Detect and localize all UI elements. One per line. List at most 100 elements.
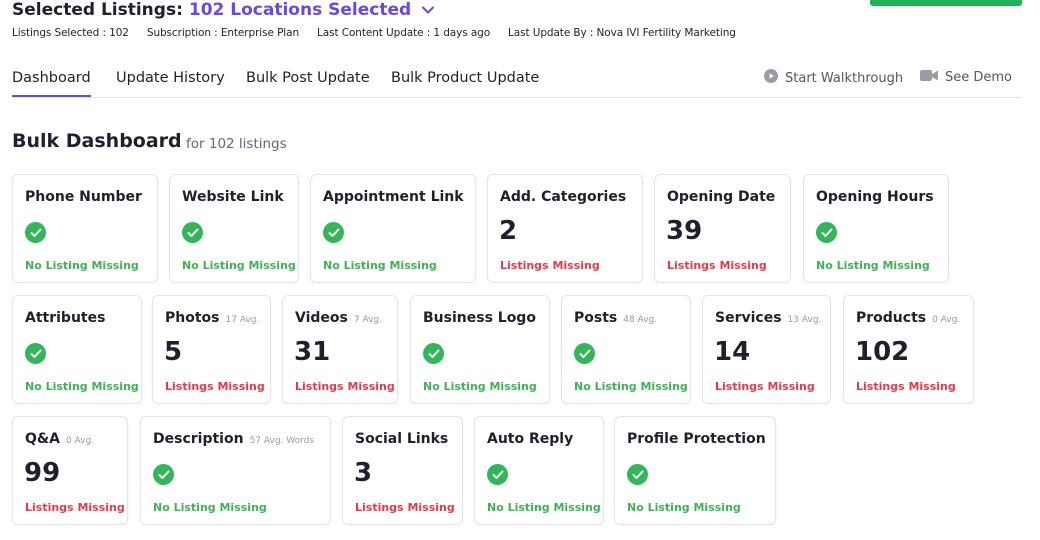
- card-title-text: Phone Number: [25, 189, 142, 205]
- card-missing-count: 2: [499, 216, 518, 246]
- card-services[interactable]: Services 13 Avg. 14 Listings Missing: [702, 295, 831, 404]
- card-title-text: Business Logo: [423, 310, 536, 326]
- card-products[interactable]: Products 0 Avg. 102 Listings Missing: [843, 295, 974, 404]
- card-missing-count: 5: [164, 337, 183, 367]
- card-title: Attributes: [25, 310, 105, 326]
- card-status: No Listing Missing: [153, 501, 267, 514]
- tab-update-history[interactable]: Update History: [116, 70, 225, 86]
- card-status: No Listing Missing: [423, 380, 537, 393]
- card-status: Listings Missing: [715, 380, 815, 393]
- card-title-text: Products: [856, 310, 927, 326]
- meta-subscription: Subscription : Enterprise Plan: [146, 27, 300, 39]
- card-title-text: Add. Categories: [500, 189, 627, 205]
- tab-bulk-product-update[interactable]: Bulk Product Update: [391, 70, 540, 86]
- card-title-text: Opening Date: [667, 189, 776, 205]
- card-title: Photos 17 Avg.: [165, 310, 259, 326]
- check-circle-icon: [25, 222, 46, 243]
- card-title-text: Social Links: [355, 431, 449, 447]
- card-average: 48 Avg.: [623, 315, 658, 325]
- card-title-text: Website Link: [182, 189, 284, 205]
- card-title-text: Description: [153, 431, 244, 447]
- top-action-button[interactable]: [870, 0, 1022, 6]
- play-icon: [764, 69, 778, 87]
- card-title: Services 13 Avg.: [715, 310, 821, 326]
- listing-meta: Listings Selected : 102 Subscription : E…: [12, 27, 736, 39]
- card-q-a[interactable]: Q&A 0 Avg. 99 Listings Missing: [12, 416, 128, 525]
- card-title-text: Appointment Link: [323, 189, 464, 205]
- card-missing-count: 99: [24, 458, 61, 488]
- card-title: Description 57 Avg. Words: [153, 431, 314, 447]
- card-average: 57 Avg. Words: [249, 436, 315, 446]
- check-circle-icon: [574, 343, 595, 364]
- card-photos[interactable]: Photos 17 Avg. 5 Listings Missing: [152, 295, 271, 404]
- card-status: No Listing Missing: [323, 259, 437, 272]
- start-walkthrough-button[interactable]: Start Walkthrough: [764, 69, 903, 87]
- card-opening-hours[interactable]: Opening Hours No Listing Missing: [803, 174, 949, 283]
- card-title: Opening Date: [667, 189, 775, 205]
- card-title-text: Posts: [574, 310, 618, 326]
- card-posts[interactable]: Posts 48 Avg. No Listing Missing: [561, 295, 691, 404]
- card-status: No Listing Missing: [816, 259, 930, 272]
- card-status: Listings Missing: [25, 501, 125, 514]
- card-description[interactable]: Description 57 Avg. Words No Listing Missi…: [140, 416, 331, 525]
- check-circle-icon: [323, 222, 344, 243]
- card-missing-count: 3: [354, 458, 373, 488]
- card-status: Listings Missing: [295, 380, 395, 393]
- card-social-links[interactable]: Social Links 3 Listings Missing: [342, 416, 463, 525]
- card-title-text: Opening Hours: [816, 189, 934, 205]
- card-status: Listings Missing: [500, 259, 600, 272]
- check-circle-icon: [25, 343, 46, 364]
- card-business-logo[interactable]: Business Logo No Listing Missing: [410, 295, 550, 404]
- card-add-categories[interactable]: Add. Categories 2 Listings Missing: [487, 174, 643, 283]
- card-title: Business Logo: [423, 310, 536, 326]
- card-auto-reply[interactable]: Auto Reply No Listing Missing: [474, 416, 604, 525]
- card-title: Phone Number: [25, 189, 142, 205]
- walkthrough-label: Start Walkthrough: [785, 70, 904, 86]
- card-status: Listings Missing: [667, 259, 767, 272]
- tab-bulk-post-update[interactable]: Bulk Post Update: [246, 70, 370, 86]
- card-missing-count: 102: [855, 337, 910, 367]
- card-title-text: Auto Reply: [487, 431, 574, 447]
- check-circle-icon: [816, 222, 837, 243]
- card-title: Social Links: [355, 431, 448, 447]
- card-title: Profile Protection: [627, 431, 766, 447]
- card-website-link[interactable]: Website Link No Listing Missing: [169, 174, 299, 283]
- card-appointment-link[interactable]: Appointment Link No Listing Missing: [310, 174, 476, 283]
- card-missing-count: 39: [666, 216, 703, 246]
- check-circle-icon: [153, 464, 174, 485]
- card-phone-number[interactable]: Phone Number No Listing Missing: [12, 174, 158, 283]
- meta-last-content-update: Last Content Update : 1 days ago: [317, 27, 491, 39]
- card-title-text: Profile Protection: [627, 431, 766, 447]
- card-title: Opening Hours: [816, 189, 934, 205]
- check-circle-icon: [182, 222, 203, 243]
- check-circle-icon: [487, 464, 508, 485]
- see-demo-button[interactable]: See Demo: [920, 69, 1012, 86]
- card-title: Add. Categories: [500, 189, 626, 205]
- card-title: Q&A 0 Avg.: [25, 431, 94, 447]
- card-title-text: Photos: [165, 310, 220, 326]
- meta-last-update-by: Last Update By : Nova IVI Fertility Mark…: [508, 27, 736, 39]
- card-title: Website Link: [182, 189, 284, 205]
- card-status: No Listing Missing: [627, 501, 741, 514]
- card-videos[interactable]: Videos 7 Avg. 31 Listings Missing: [282, 295, 398, 404]
- card-attributes[interactable]: Attributes No Listing Missing: [12, 295, 142, 404]
- card-status: No Listing Missing: [25, 259, 139, 272]
- selected-locations-link[interactable]: 102 Locations Selected: [188, 0, 412, 20]
- video-camera-icon: [920, 69, 938, 86]
- card-title-text: Q&A: [25, 431, 60, 447]
- card-status: No Listing Missing: [487, 501, 601, 514]
- card-opening-date[interactable]: Opening Date 39 Listings Missing: [654, 174, 791, 283]
- card-title: Appointment Link: [323, 189, 464, 205]
- tab-dashboard[interactable]: Dashboard: [12, 70, 91, 97]
- title-prefix: Selected Listings:: [12, 0, 183, 20]
- check-circle-icon: [423, 343, 444, 364]
- meta-listings-selected: Listings Selected : 102: [12, 27, 129, 39]
- card-status: Listings Missing: [165, 380, 265, 393]
- chevron-down-icon[interactable]: [421, 3, 435, 17]
- dashboard-title: Bulk Dashboard: [12, 130, 182, 152]
- card-status: Listings Missing: [856, 380, 956, 393]
- card-average: 7 Avg.: [353, 315, 382, 325]
- card-profile-protection[interactable]: Profile Protection No Listing Missing: [614, 416, 776, 525]
- page-title: Selected Listings: 102 Locations Selecte…: [12, 0, 435, 20]
- card-status: No Listing Missing: [574, 380, 688, 393]
